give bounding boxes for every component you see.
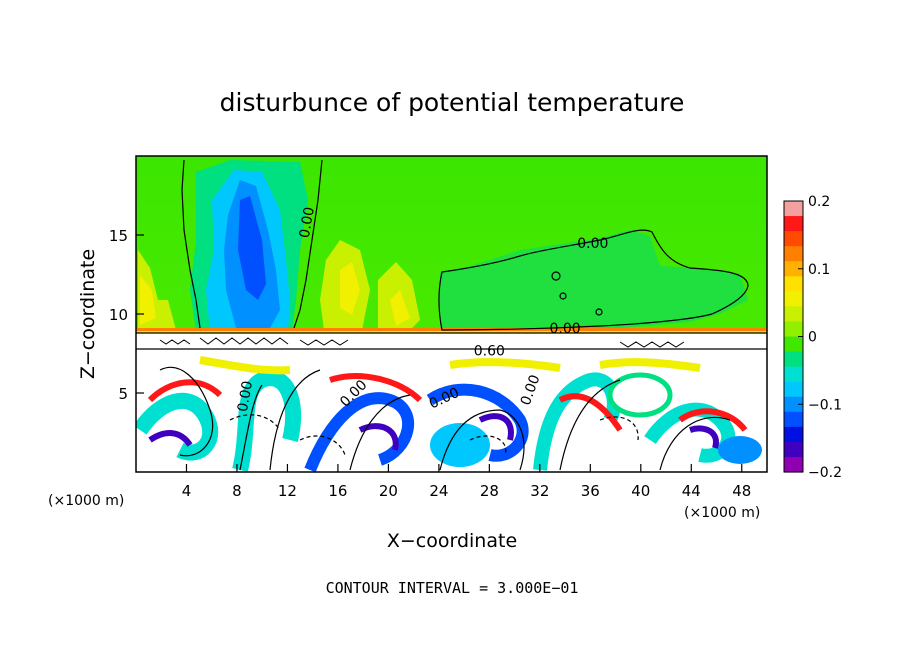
x-tick-label: 20 bbox=[379, 482, 398, 500]
warm-patch-mid2-core bbox=[390, 290, 410, 326]
colorbar-segment bbox=[784, 246, 803, 262]
warm-patch-mid1-core bbox=[340, 262, 360, 315]
contour-inversion bbox=[136, 332, 767, 350]
contour-label: 0.00 bbox=[235, 380, 256, 413]
x-unit-left: (×1000 m) bbox=[48, 493, 124, 509]
y-tick-label: 15 bbox=[109, 227, 128, 245]
colorbar-segment bbox=[784, 201, 803, 217]
cool-cell-right bbox=[718, 436, 762, 464]
colorbar-segment bbox=[784, 291, 803, 307]
y-tick-label: 10 bbox=[109, 306, 128, 324]
y-axis-ticks: 5 10 15 bbox=[109, 227, 144, 403]
contour-lines bbox=[136, 159, 767, 471]
x-tick-label: 12 bbox=[278, 482, 297, 500]
contour-label: 0.00 bbox=[549, 321, 580, 337]
colorbar-tick-label: 0.1 bbox=[808, 262, 830, 278]
colorbar-tick-label: 0 bbox=[808, 330, 817, 346]
colorbar-segment bbox=[784, 351, 803, 368]
contour-small-blobs bbox=[551, 271, 603, 316]
colorbar-segment bbox=[784, 276, 803, 292]
eddy-deep-blue bbox=[148, 413, 719, 451]
contour-lower-dash bbox=[229, 414, 639, 456]
x-tick-label: 4 bbox=[182, 482, 192, 500]
eddy-band-yellow bbox=[199, 356, 701, 375]
colorbar-segment bbox=[784, 306, 803, 323]
plot-area: 0.000.000.000.600.00 0.00 0.00 0.00 bbox=[136, 156, 767, 472]
x-axis-label: X−coordinate bbox=[387, 530, 517, 552]
colorbar-segment bbox=[784, 411, 803, 428]
eddy-band-mid bbox=[304, 383, 529, 472]
x-axis-ticks: 4 8 12 16 20 24 28 32 36 40 44 48 bbox=[182, 464, 751, 500]
lower-field bbox=[136, 351, 767, 472]
colorbar-segment bbox=[784, 216, 803, 232]
colorbar-segment bbox=[784, 426, 803, 443]
x-tick-label: 48 bbox=[732, 482, 751, 500]
cold-cell bbox=[430, 423, 490, 467]
warm-cell bbox=[607, 372, 673, 418]
x-tick-label: 32 bbox=[530, 482, 549, 500]
x-tick-label: 36 bbox=[581, 482, 600, 500]
x-tick-label: 28 bbox=[480, 482, 499, 500]
contour-zero-right bbox=[438, 229, 749, 331]
x-tick-label: 44 bbox=[682, 482, 701, 500]
y-axis-label: Z−coordinate bbox=[77, 249, 99, 379]
x-tick-label: 40 bbox=[631, 482, 650, 500]
colorbar-segment bbox=[784, 396, 803, 413]
colorbar-segment bbox=[784, 336, 803, 353]
colorbar-segment bbox=[784, 366, 803, 383]
colorbar-segment bbox=[784, 231, 803, 247]
contour-label: 0.60 bbox=[474, 343, 505, 359]
eddy-band-left bbox=[136, 370, 302, 472]
colorbar-segment bbox=[784, 261, 803, 277]
x-tick-label: 24 bbox=[429, 482, 448, 500]
y-tick-label: 5 bbox=[118, 385, 128, 403]
colorbar-ticks: 0.2 0.1 0 −0.1 −0.2 bbox=[798, 194, 842, 481]
colorbar-segment bbox=[784, 321, 803, 338]
colorbar-tick-label: 0.2 bbox=[808, 194, 830, 210]
colorbar-segment bbox=[784, 441, 803, 458]
contour-label: 0.00 bbox=[297, 206, 318, 239]
eddy-band-warm bbox=[147, 373, 748, 432]
contour-noise bbox=[159, 337, 685, 348]
cool-region-right bbox=[440, 230, 748, 330]
contour-interval-note: CONTOUR INTERVAL = 3.000E−01 bbox=[326, 579, 579, 597]
x-tick-label: 16 bbox=[328, 482, 347, 500]
colorbar-tick-label: −0.2 bbox=[808, 465, 842, 481]
colorbar-segment bbox=[784, 456, 803, 473]
colorbar-segment bbox=[784, 381, 803, 398]
contour-zero-plume bbox=[181, 159, 323, 329]
colorbar bbox=[784, 201, 803, 473]
cold-plume-deep bbox=[238, 196, 266, 300]
x-tick-label: 8 bbox=[232, 482, 242, 500]
upper-field bbox=[138, 160, 748, 330]
contour-lower-1 bbox=[159, 366, 731, 471]
chart-title: disturbunce of potential temperature bbox=[220, 88, 685, 117]
contour-label: 0.00 bbox=[577, 236, 608, 252]
colorbar-tick-label: −0.1 bbox=[808, 397, 842, 413]
warm-patch-left-core bbox=[140, 275, 156, 325]
x-unit-right: (×1000 m) bbox=[684, 505, 760, 521]
